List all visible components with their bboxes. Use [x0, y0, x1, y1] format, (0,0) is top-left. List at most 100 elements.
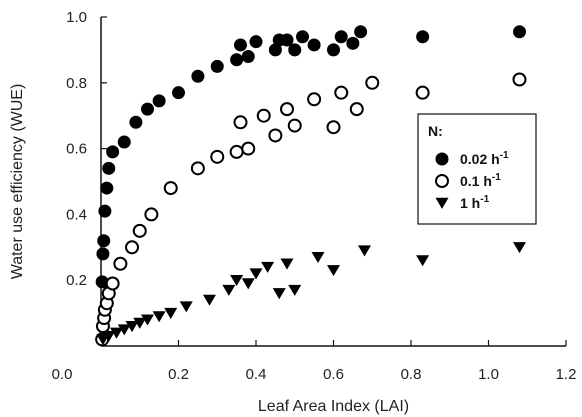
x-tick-label: 1.2 — [556, 366, 577, 383]
data-point — [334, 30, 348, 44]
data-point — [311, 251, 325, 264]
data-point — [349, 102, 364, 117]
legend-label-exponent: -1 — [500, 150, 509, 161]
legend-box — [417, 113, 537, 225]
data-point — [191, 69, 205, 83]
data-point — [296, 30, 309, 44]
data-point — [113, 256, 128, 271]
data-point — [117, 324, 131, 336]
data-point — [241, 278, 255, 290]
data-point — [272, 288, 286, 300]
data-point — [102, 161, 116, 175]
x-axis-label: Leaf Area Index (LAI) — [258, 398, 409, 415]
data-point — [96, 247, 110, 261]
data-point — [152, 311, 166, 323]
data-point — [358, 245, 371, 257]
data-point — [288, 284, 302, 296]
data-point — [132, 223, 147, 238]
y-tick-label: 0.8 — [66, 75, 87, 92]
data-point — [256, 108, 271, 123]
data-point — [97, 234, 111, 248]
data-point — [164, 307, 178, 319]
data-point — [105, 276, 120, 291]
data-point — [241, 49, 255, 63]
data-point — [179, 301, 193, 313]
data-point — [280, 258, 294, 270]
data-point — [334, 85, 349, 100]
legend-label: 0.1 h-1 — [460, 172, 501, 189]
data-point — [288, 43, 302, 57]
legend-label-exponent: -1 — [492, 172, 501, 183]
data-point — [222, 284, 236, 296]
data-point — [287, 118, 302, 133]
data-point — [249, 35, 263, 49]
data-point — [190, 161, 205, 176]
data-point — [307, 38, 321, 52]
data-point — [210, 149, 225, 164]
data-points — [95, 25, 527, 347]
data-point — [210, 59, 224, 73]
data-point — [513, 25, 526, 39]
series-1 — [95, 25, 526, 289]
x-tick-label: 0.6 — [323, 366, 344, 383]
data-point — [241, 141, 256, 156]
legend-marker — [435, 197, 449, 209]
data-point — [229, 144, 244, 159]
legend-label-exponent: -1 — [480, 194, 489, 205]
data-point — [98, 204, 112, 218]
data-point — [280, 102, 294, 117]
data-point — [203, 294, 216, 306]
legend: N:0.02 h-10.1 h-11 h-1 — [417, 113, 537, 225]
data-point — [110, 327, 123, 339]
data-point — [268, 128, 283, 143]
data-point — [416, 30, 430, 44]
y-tick-label: 0.2 — [66, 272, 87, 289]
x-tick-label: 0.8 — [401, 366, 422, 383]
x-tick-label: 0.2 — [168, 366, 189, 383]
data-point — [100, 181, 114, 195]
data-point — [415, 85, 430, 100]
data-point — [327, 265, 340, 277]
data-point — [365, 75, 380, 90]
data-point — [327, 43, 340, 57]
data-point — [125, 240, 139, 255]
y-tick-label: 0.6 — [66, 141, 87, 158]
data-point — [163, 181, 178, 196]
data-point — [268, 43, 282, 57]
data-point — [416, 255, 430, 267]
legend-marker — [435, 152, 449, 166]
data-point — [513, 242, 526, 254]
y-tick-label: 0.4 — [66, 206, 87, 223]
data-point — [102, 330, 116, 342]
data-point — [133, 317, 147, 329]
data-point — [230, 53, 244, 67]
data-point — [95, 275, 109, 289]
x-tick-label: 0.4 — [246, 366, 267, 383]
data-point — [307, 92, 322, 107]
data-point — [141, 102, 154, 116]
data-point — [106, 145, 120, 159]
data-point — [249, 268, 263, 280]
data-point — [172, 86, 185, 100]
y-tick-label: 1.0 — [66, 9, 87, 26]
data-point — [354, 25, 368, 39]
data-point — [512, 72, 527, 87]
data-point — [141, 314, 154, 326]
x-tick-label: 1.0 — [478, 366, 499, 383]
data-point — [230, 275, 244, 287]
data-point — [234, 38, 247, 52]
data-point — [233, 115, 248, 130]
data-point — [125, 321, 139, 333]
legend-label: 0.02 h-1 — [460, 150, 509, 167]
y-axis-label: Water use efficiency (WUE) — [9, 84, 26, 280]
data-point — [346, 36, 360, 50]
legend-title: N: — [428, 123, 443, 139]
data-point — [129, 115, 143, 129]
data-point — [280, 33, 294, 47]
data-point — [152, 94, 166, 108]
data-point — [117, 135, 131, 149]
data-point — [261, 261, 275, 273]
legend-marker — [435, 174, 449, 188]
